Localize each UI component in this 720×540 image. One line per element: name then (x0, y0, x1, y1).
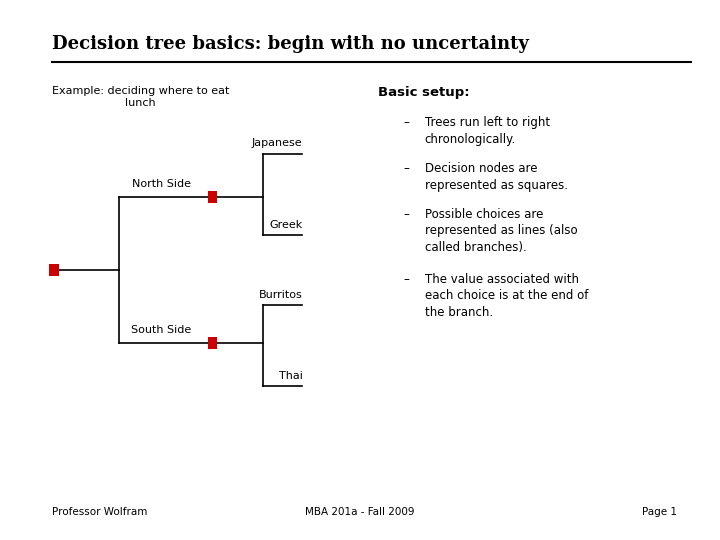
Text: Professor Wolfram: Professor Wolfram (52, 507, 147, 517)
Bar (207, 191, 217, 203)
Bar (207, 337, 217, 349)
Text: Japanese: Japanese (252, 138, 302, 149)
Text: –: – (403, 208, 409, 221)
Text: Basic setup:: Basic setup: (378, 86, 469, 99)
Text: The value associated with
each choice is at the end of
the branch.: The value associated with each choice is… (425, 273, 588, 319)
Text: Greek: Greek (269, 219, 302, 230)
Text: South Side: South Side (130, 325, 191, 335)
Text: Possible choices are
represented as lines (also
called branches).: Possible choices are represented as line… (425, 208, 577, 254)
Text: Thai: Thai (279, 370, 302, 381)
Text: Example: deciding where to eat
lunch: Example: deciding where to eat lunch (52, 86, 229, 108)
Text: Decision nodes are
represented as squares.: Decision nodes are represented as square… (425, 162, 568, 192)
Text: Page 1: Page 1 (642, 507, 677, 517)
Text: North Side: North Side (132, 179, 191, 189)
Text: –: – (403, 116, 409, 129)
Text: –: – (403, 273, 409, 286)
Text: Burritos: Burritos (258, 289, 302, 300)
Text: Decision tree basics: begin with no uncertainty: Decision tree basics: begin with no unce… (52, 35, 528, 53)
Text: Trees run left to right
chronologically.: Trees run left to right chronologically. (425, 116, 550, 146)
Text: MBA 201a - Fall 2009: MBA 201a - Fall 2009 (305, 507, 415, 517)
Bar (49, 264, 58, 276)
Text: –: – (403, 162, 409, 175)
